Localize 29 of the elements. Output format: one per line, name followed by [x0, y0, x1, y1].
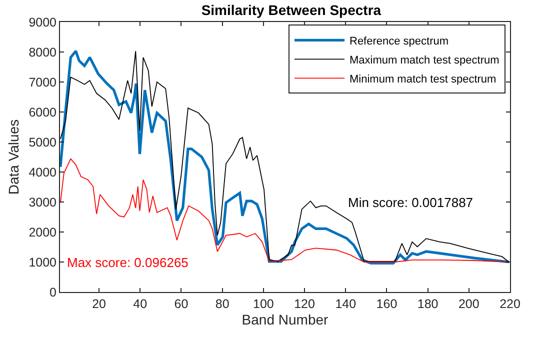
y-tick-label: 8000 [28, 45, 57, 60]
y-tick-label: 4000 [28, 165, 57, 180]
y-tick-label: 3000 [28, 195, 57, 210]
x-tick-label: 120 [294, 297, 315, 311]
y-tick-label: 0 [50, 285, 57, 300]
annotation: Max score: 0.096265 [67, 255, 188, 270]
y-tick-label: 9000 [28, 15, 57, 30]
x-tick-label: 140 [335, 297, 356, 311]
x-tick-label: 160 [376, 297, 398, 311]
y-tick-label: 2000 [28, 225, 57, 240]
chart-title: Similarity Between Spectra [201, 2, 382, 18]
y-tick-label: 7000 [28, 75, 57, 90]
x-tick-label: 60 [174, 297, 188, 311]
x-tick-label: 220 [500, 297, 520, 311]
legend-label: Reference spectrum [350, 35, 449, 48]
x-tick-label: 20 [92, 297, 106, 311]
x-tick-label: 180 [417, 297, 438, 311]
y-tick-label: 6000 [28, 105, 57, 120]
legend-label: Minimum match test spectrum [350, 73, 496, 86]
y-axis-title: Data Values [5, 119, 22, 195]
y-tick-label: 1000 [28, 255, 57, 270]
x-tick-label: 80 [215, 297, 230, 311]
annotation: Min score: 0.0017887 [348, 195, 474, 210]
x-tick-label: 100 [252, 297, 274, 311]
y-tick-label: 5000 [28, 135, 57, 150]
x-axis-title: Band Number [242, 311, 329, 328]
x-tick-label: 40 [133, 297, 148, 311]
legend-label: Maximum match test spectrum [350, 54, 500, 66]
x-tick-label: 200 [458, 297, 480, 311]
